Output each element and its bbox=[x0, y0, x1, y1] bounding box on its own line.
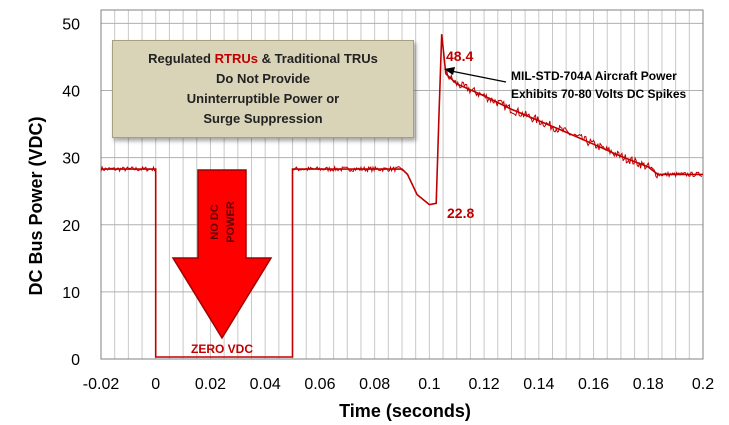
y-tick-label: 50 bbox=[62, 16, 80, 33]
callout-line-2: Do Not Provide bbox=[216, 71, 310, 86]
x-tick-label: 0.04 bbox=[250, 376, 281, 393]
y-tick-label: 40 bbox=[62, 84, 80, 101]
peak-value-label: 48.4 bbox=[446, 48, 473, 64]
x-tick-label: -0.02 bbox=[83, 376, 120, 393]
spike-pointer-line bbox=[450, 70, 507, 83]
zero-vdc-label: ZERO VDC bbox=[191, 342, 253, 356]
x-tick-label: 0 bbox=[151, 376, 160, 393]
x-tick-label: 0.16 bbox=[578, 376, 609, 393]
x-tick-label: 0.06 bbox=[304, 376, 335, 393]
x-tick-label: 0.14 bbox=[523, 376, 554, 393]
x-tick-label: 0.12 bbox=[469, 376, 500, 393]
x-tick-label: 0.02 bbox=[195, 376, 226, 393]
voltage-trace-noise bbox=[100, 70, 703, 179]
spike-pointer-arrowhead-icon bbox=[444, 67, 455, 75]
callout-line-4: Surge Suppression bbox=[203, 111, 323, 126]
x-tick-labels: -0.02 0 0.02 0.04 0.06 0.08 0.1 0.12 0.14 0.16 0.1… bbox=[83, 376, 714, 393]
y-tick-label: 0 bbox=[71, 352, 80, 369]
y-tick-labels: 0 10 20 30 40 50 bbox=[62, 16, 80, 369]
x-tick-label: 0.2 bbox=[692, 376, 714, 393]
y-tick-label: 10 bbox=[62, 285, 80, 302]
callout-line-3: Uninterruptible Power or bbox=[186, 91, 340, 106]
y-axis-title: DC Bus Power (VDC) bbox=[26, 116, 46, 295]
callout-highlight-rtrus: RTRUs bbox=[214, 51, 258, 66]
y-tick-label: 30 bbox=[62, 151, 80, 168]
x-tick-label: 0.08 bbox=[359, 376, 390, 393]
callout-line-1: Regulated RTRUs & Traditional TRUs bbox=[148, 51, 378, 66]
plot-frame bbox=[100, 9, 704, 360]
arrow-label-no-dc: NO DC bbox=[209, 204, 221, 240]
x-axis-title: Time (seconds) bbox=[339, 401, 471, 421]
plot-area-border bbox=[100, 9, 704, 360]
info-callout: Regulated RTRUs & Traditional TRUs Do No… bbox=[112, 40, 414, 138]
down-arrow-icon bbox=[171, 169, 273, 340]
spike-note-line1: MIL-STD-704A Aircraft Power bbox=[511, 69, 677, 83]
dip-value-label: 22.8 bbox=[447, 205, 474, 221]
arrow-label-power: POWER bbox=[225, 201, 237, 243]
x-tick-label: 0.1 bbox=[418, 376, 440, 393]
y-tick-label: 20 bbox=[62, 218, 80, 235]
spike-note-line2: Exhibits 70-80 Volts DC Spikes bbox=[511, 87, 686, 101]
x-tick-label: 0.18 bbox=[633, 376, 664, 393]
